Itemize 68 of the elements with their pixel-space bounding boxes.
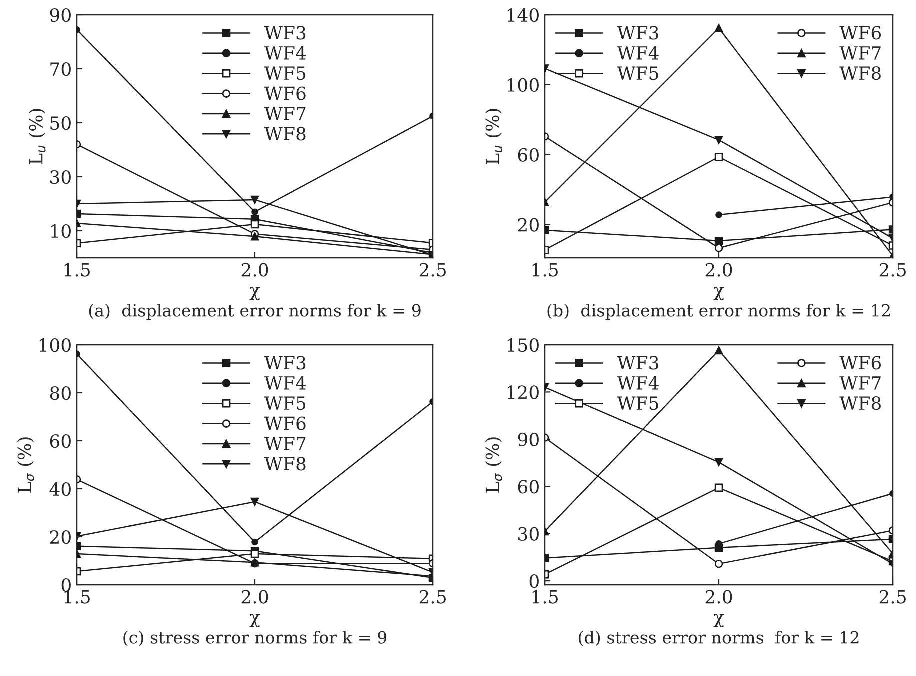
legend-label: WF7 <box>840 46 881 60</box>
text: (d) stress error norms for k = 12 <box>579 631 859 646</box>
legend-label: WF7 <box>264 107 306 120</box>
y-tick-label: 20 <box>518 218 539 232</box>
y-tick-label: 100 <box>40 338 71 352</box>
y-tick-label: 120 <box>508 386 539 400</box>
y-tick-label: 50 <box>50 116 71 130</box>
y-tick-label: 150 <box>508 338 539 352</box>
y-tick-label: 100 <box>508 78 539 92</box>
x-tick-label: 2.5 <box>420 263 446 277</box>
legend-label: WF6 <box>840 26 882 40</box>
x-axis-title: χ <box>250 286 260 301</box>
x-tick-label: 1.5 <box>64 263 90 277</box>
x-axis-title: χ <box>714 286 724 301</box>
legend-label: WF3 <box>264 356 306 370</box>
x-axis-title: χ <box>714 614 724 628</box>
x-tick-label: 2.0 <box>706 263 732 277</box>
x-axis-title: χ <box>250 614 260 628</box>
legend-label: WF8 <box>840 66 881 80</box>
y-tick-label: 140 <box>508 8 539 22</box>
legend-label: WF7 <box>264 437 306 450</box>
y-tick-label: 60 <box>518 480 539 494</box>
x-tick-label: 2.0 <box>242 590 268 604</box>
y-tick-label: 60 <box>518 148 539 162</box>
y-tick-label: 10 <box>51 224 71 238</box>
x-tick-label: 2.5 <box>420 590 446 604</box>
legend-label: WF7 <box>840 376 881 390</box>
text: (b) displacement error norms for k = 12 <box>548 304 890 320</box>
x-tick-label: 2.5 <box>880 590 906 604</box>
text: (c) stress error norms for k = 9 <box>124 631 387 646</box>
text: (a) displacement error norms for k = 9 <box>89 304 421 320</box>
y-axis-title: L$_{σ}$ (%) <box>17 438 34 493</box>
x-tick-label: 2.0 <box>242 263 268 277</box>
x-tick-label: 2.5 <box>880 263 906 277</box>
legend-label: WF4 <box>264 376 306 390</box>
legend-label: WF8 <box>840 396 881 410</box>
legend-label: WF3 <box>264 26 306 40</box>
y-tick-label: 90 <box>50 8 71 22</box>
x-tick-label: 1.5 <box>532 263 558 277</box>
legend-label: WF5 <box>617 396 658 410</box>
y-tick-label: 20 <box>50 530 71 544</box>
legend-label: WF3 <box>617 26 658 40</box>
x-tick-label: 1.5 <box>532 590 558 604</box>
legend-label: WF5 <box>617 66 658 80</box>
y-axis-title: L$_{u}$ (%) <box>485 109 502 164</box>
legend-label: WF8 <box>264 127 306 141</box>
y-tick-label: 90 <box>518 432 539 447</box>
y-tick-label: 70 <box>50 62 71 76</box>
legend-label: WF5 <box>264 66 306 80</box>
y-axis-title: L$_{u}$ (%) <box>28 109 46 164</box>
y-tick-label: 40 <box>50 482 71 496</box>
legend-label: WF4 <box>617 376 659 390</box>
x-tick-label: 2.0 <box>706 590 732 604</box>
y-tick-label: 60 <box>50 434 71 448</box>
y-tick-label: 80 <box>50 386 71 400</box>
legend-label: WF4 <box>264 46 306 60</box>
legend-label: WF8 <box>264 457 306 471</box>
legend-label: WF3 <box>617 356 658 370</box>
legend-label: WF4 <box>617 46 659 60</box>
y-tick-label: 0 <box>530 574 539 588</box>
y-tick-label: 30 <box>50 170 71 184</box>
y-axis-title: L$_{σ}$ (%) <box>485 438 502 493</box>
legend-label: WF6 <box>840 356 882 370</box>
legend-label: WF6 <box>264 416 306 430</box>
x-tick-label: 1.5 <box>64 590 90 604</box>
y-tick-label: 30 <box>518 527 539 541</box>
legend-label: WF5 <box>264 396 306 410</box>
legend-label: WF6 <box>264 86 306 100</box>
